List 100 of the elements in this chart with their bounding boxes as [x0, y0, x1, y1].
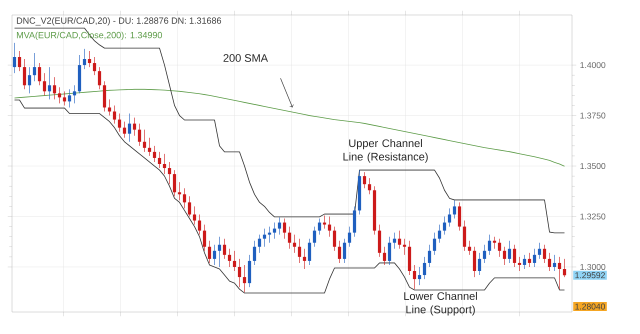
candlestick — [42, 72, 46, 96]
candlestick — [182, 188, 186, 209]
annotation: Lower Channel Line (Support) — [404, 292, 477, 316]
candlestick — [262, 228, 266, 248]
candlestick — [98, 66, 102, 90]
candlestick — [208, 240, 212, 264]
candlestick — [448, 208, 452, 227]
candlestick — [68, 88, 72, 108]
candlestick — [252, 240, 256, 266]
candlestick — [458, 202, 462, 231]
candlestick — [552, 254, 556, 272]
candlestick — [88, 50, 92, 68]
candlestick — [152, 146, 156, 162]
candlestick — [492, 236, 496, 250]
candlestick — [322, 215, 326, 229]
candlestick — [438, 224, 442, 244]
candlestick — [112, 105, 116, 124]
candlestick — [142, 129, 146, 152]
candlestick — [22, 58, 26, 90]
candlestick — [188, 196, 192, 217]
candlestick — [518, 256, 522, 272]
candlestick — [38, 62, 42, 86]
candlestick — [238, 258, 242, 288]
candlestick — [378, 224, 382, 258]
candlestick — [308, 238, 312, 266]
candlestick — [542, 244, 546, 264]
candlestick — [222, 238, 226, 260]
candlestick — [422, 256, 426, 280]
y-tick-label: 1.4000 — [580, 62, 606, 68]
candlestick — [168, 162, 172, 184]
candlestick — [382, 246, 386, 266]
y-tick-label: 1.3000 — [580, 264, 606, 270]
candlestick — [442, 216, 446, 235]
candlestick — [452, 200, 456, 219]
candlestick — [72, 84, 76, 104]
candlestick — [128, 113, 132, 142]
candlestick — [528, 252, 532, 268]
candlestick — [338, 240, 342, 264]
candlestick — [102, 80, 106, 112]
candlestick — [52, 76, 56, 100]
candlestick — [482, 244, 486, 264]
y-tick-label: 1.3500 — [580, 163, 606, 170]
candlestick — [32, 52, 36, 82]
candlestick — [202, 224, 206, 252]
annotation: Upper Channel Line (Resistance) — [343, 139, 428, 163]
candlestick — [432, 232, 436, 256]
candlestick — [242, 264, 246, 293]
candlestick — [478, 252, 482, 276]
candlestick — [18, 50, 22, 72]
y-tick-label: 1.3250 — [580, 214, 606, 220]
candlestick — [348, 226, 352, 248]
candlestick — [232, 250, 236, 272]
candlestick — [362, 172, 366, 189]
candlestick — [148, 137, 152, 156]
candlestick — [498, 238, 502, 258]
candlestick — [332, 226, 336, 252]
candlestick — [328, 216, 332, 237]
candlestick — [402, 238, 406, 256]
candlestick — [368, 178, 372, 195]
candlestick — [158, 152, 162, 168]
candlestick — [248, 254, 252, 288]
candlestick — [468, 240, 472, 256]
candlestick — [398, 230, 402, 250]
chart-title: DNC_V2(EUR/CAD,20) - DU: 1.28876 DN: 1.31686 — [16, 17, 222, 26]
candlestick — [418, 266, 422, 286]
candlestick — [558, 256, 562, 290]
candlestick — [268, 226, 272, 244]
candlestick — [502, 246, 506, 266]
candlestick — [28, 66, 32, 94]
candlestick — [548, 252, 552, 272]
candlestick — [12, 42, 16, 74]
candlestick — [218, 236, 222, 268]
candlestick — [92, 56, 96, 76]
candlestick — [532, 248, 536, 268]
candlestick — [48, 66, 52, 100]
candlestick — [82, 48, 86, 70]
candlestick — [522, 254, 526, 270]
candlestick — [388, 236, 392, 266]
candlestick — [298, 238, 302, 264]
candlestick — [58, 86, 62, 104]
y-tick-label: 1.3750 — [580, 112, 606, 119]
candlestick — [132, 117, 136, 136]
candlestick — [198, 214, 202, 235]
candlestick — [212, 244, 216, 266]
candlestick — [512, 244, 516, 268]
candlestick — [228, 248, 232, 268]
annotation: 200 SMA — [224, 54, 268, 62]
text: 1.28040 — [575, 304, 605, 310]
candlestick — [352, 206, 356, 237]
candlestick — [342, 238, 346, 264]
candlestick — [258, 234, 262, 254]
candlestick — [272, 222, 276, 240]
candlestick — [282, 218, 286, 240]
candlestick — [412, 264, 416, 290]
candlestick — [172, 170, 176, 197]
candlestick — [278, 217, 282, 235]
candlestick — [108, 99, 112, 116]
candlestick — [562, 258, 566, 278]
candlestick — [508, 240, 512, 264]
candlestick — [318, 218, 322, 235]
